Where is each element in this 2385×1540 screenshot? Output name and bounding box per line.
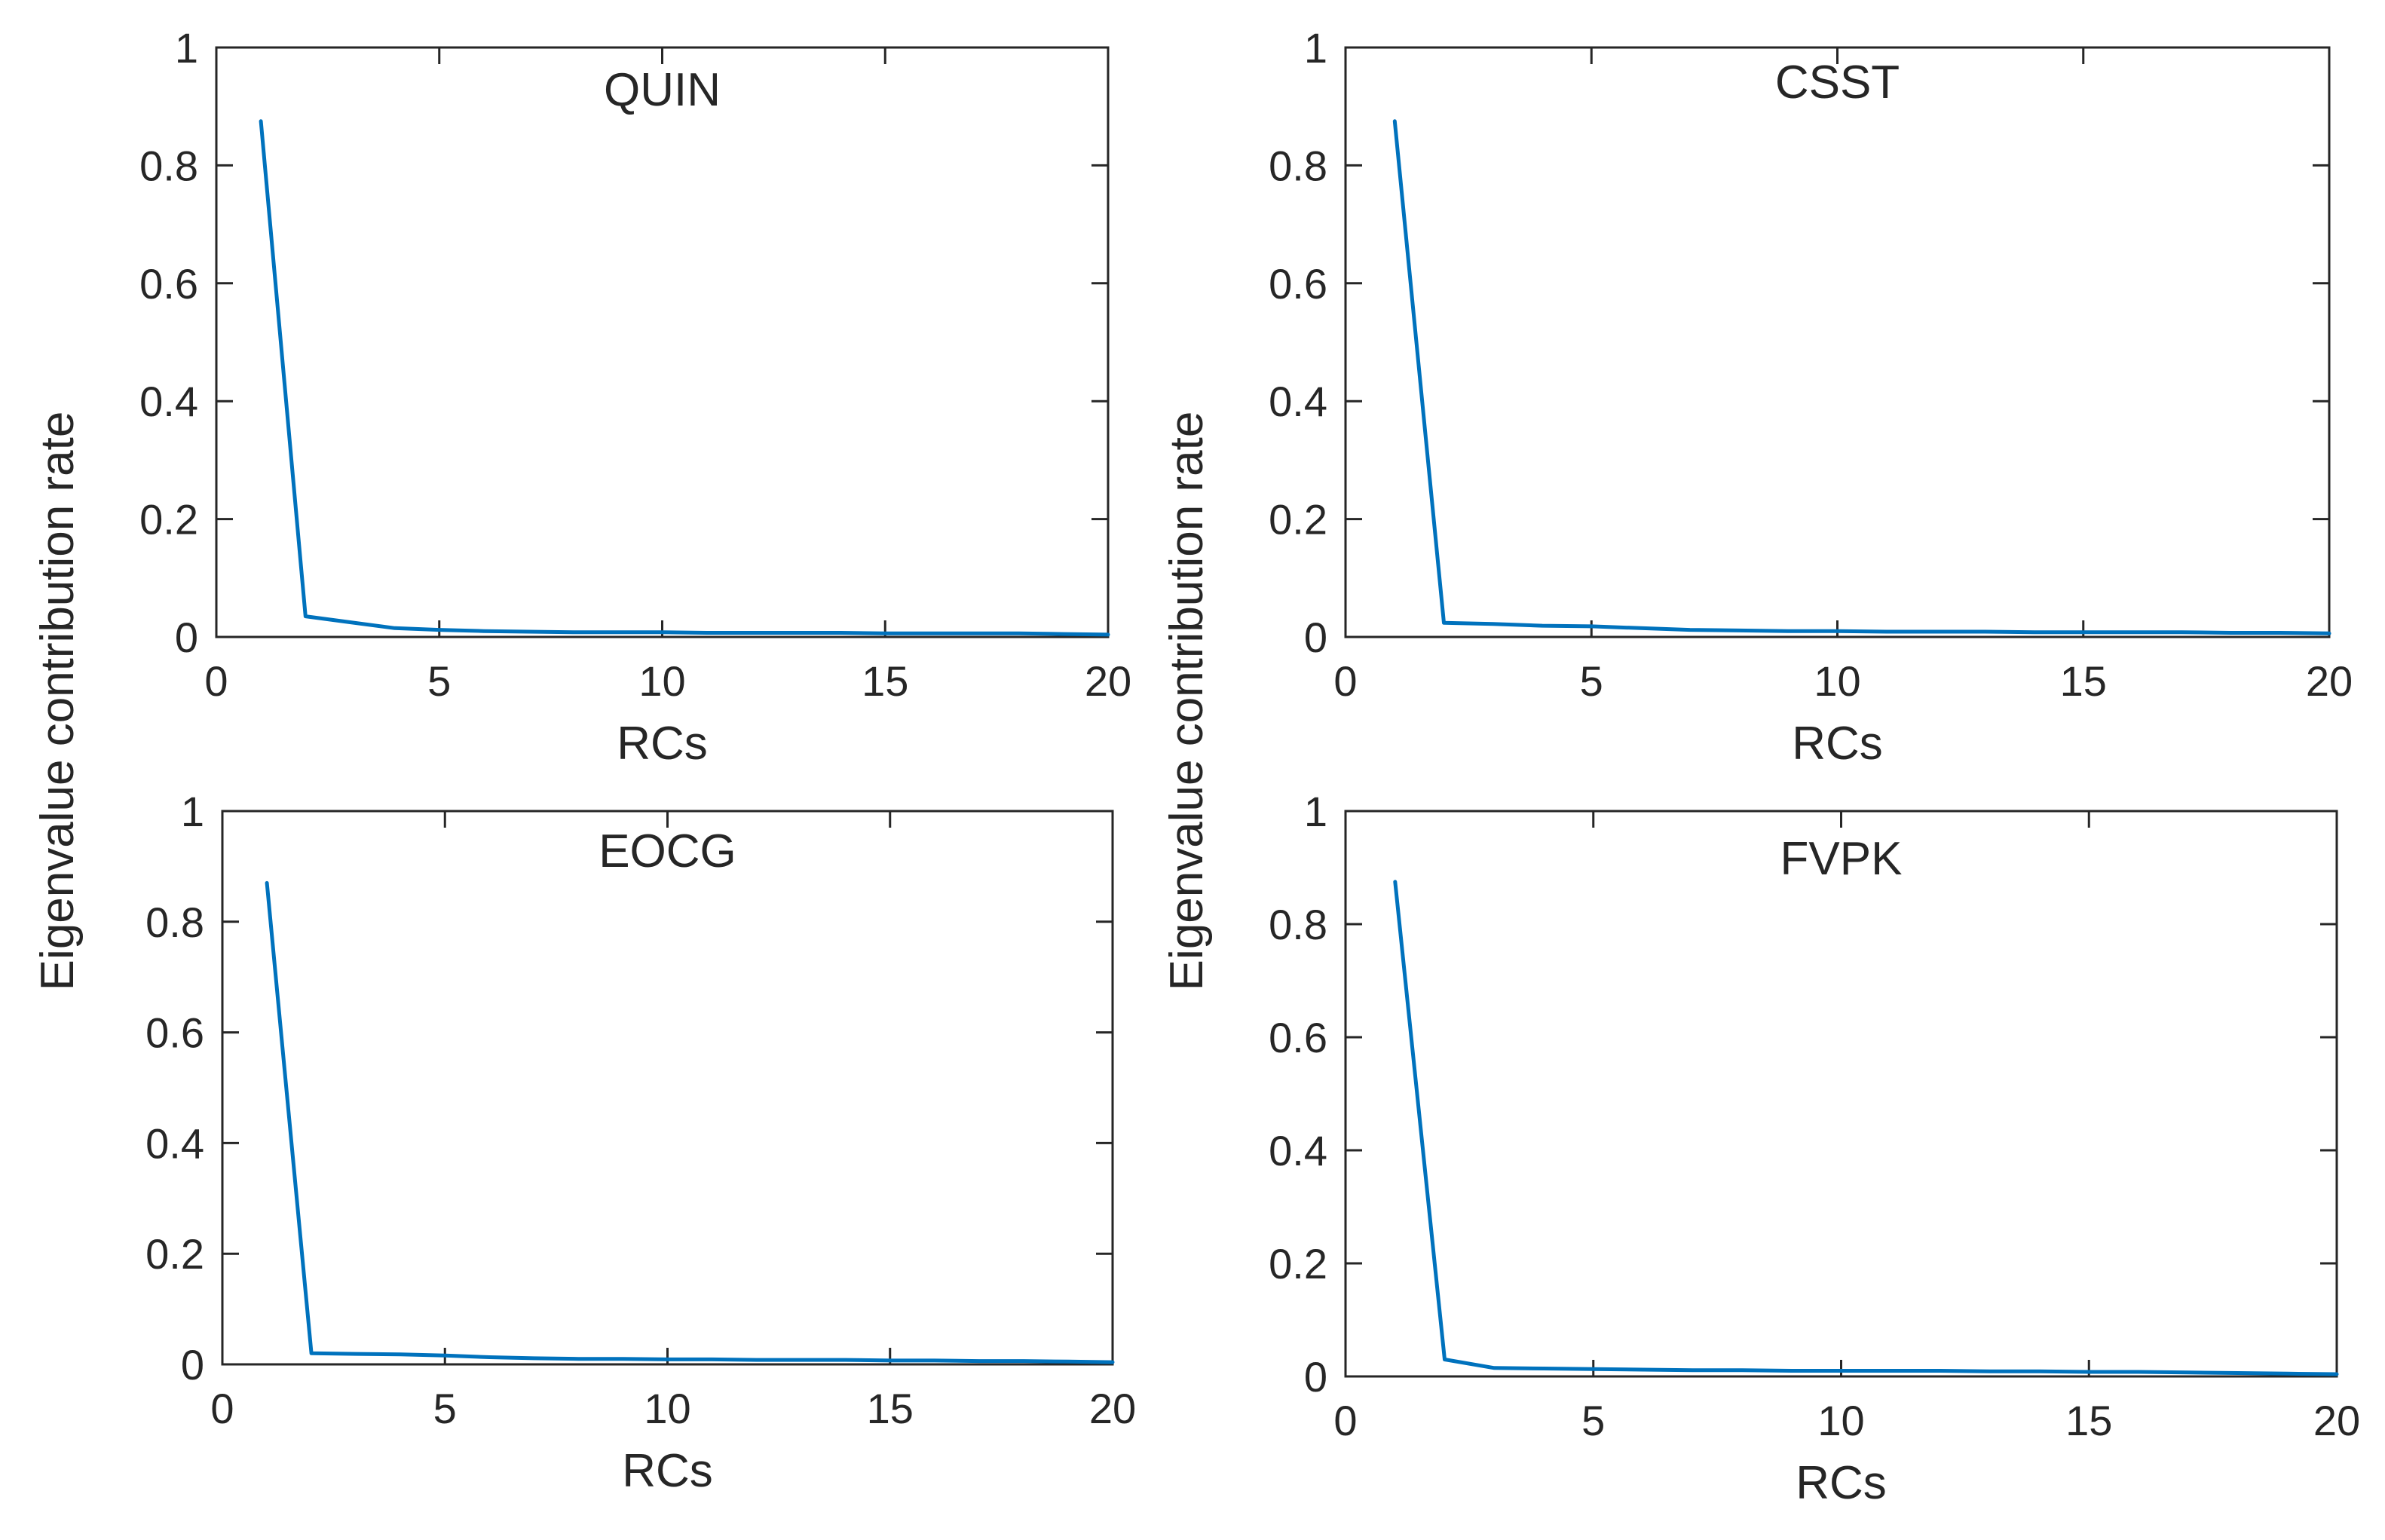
y-tick-label: 0.8 bbox=[1269, 901, 1327, 948]
x-tick-label: 0 bbox=[1333, 657, 1357, 705]
y-tick-label: 0.6 bbox=[139, 260, 198, 308]
x-axis-label: RCs bbox=[1796, 1457, 1887, 1509]
y-axis-label: Eigenvalue contribution rate bbox=[1161, 412, 1213, 991]
series-line-csst bbox=[1392, 119, 2331, 635]
x-tick-label: 10 bbox=[1814, 657, 1860, 705]
y-tick-label: 0.4 bbox=[139, 378, 198, 425]
x-tick-label: 20 bbox=[1085, 657, 1131, 705]
series-line-fvpk bbox=[1393, 880, 2339, 1376]
y-tick-label: 0.2 bbox=[1269, 496, 1327, 543]
y-tick-label: 1 bbox=[181, 788, 204, 835]
x-axis-label: RCs bbox=[617, 718, 708, 770]
y-tick-label: 0.4 bbox=[145, 1119, 204, 1167]
panel-title: CSST bbox=[1775, 57, 1900, 109]
y-tick-label: 0 bbox=[175, 614, 198, 661]
y-tick-label: 0.8 bbox=[1269, 142, 1327, 189]
x-axis-label: RCs bbox=[622, 1445, 713, 1497]
x-tick-label: 20 bbox=[2306, 657, 2353, 705]
y-tick-label: 1 bbox=[1304, 788, 1327, 835]
y-tick-label: 0.8 bbox=[139, 142, 198, 189]
y-tick-label: 0.2 bbox=[145, 1230, 204, 1278]
x-tick-label: 10 bbox=[1817, 1397, 1864, 1444]
x-tick-label: 10 bbox=[638, 657, 685, 705]
x-tick-label: 15 bbox=[862, 657, 908, 705]
x-axis-label: RCs bbox=[1792, 718, 1883, 770]
x-tick-label: 5 bbox=[427, 657, 451, 705]
y-tick-label: 0.6 bbox=[1269, 260, 1327, 308]
panel-title: EOCG bbox=[599, 825, 736, 877]
series-line-quin bbox=[259, 119, 1110, 637]
panel-quin: 0 5 10 15 20 0 0.2 0.4 0.6 0.8 1 QUIN RCs Eigenvalue … bbox=[32, 24, 1131, 990]
y-tick-label: 0.2 bbox=[139, 496, 198, 543]
y-tick-label: 0.6 bbox=[145, 1009, 204, 1057]
panels: 0 5 10 15 2000.20.40.60.81QUINRCsEigenvalue … bbox=[32, 24, 2360, 1509]
x-tick-label: 15 bbox=[2060, 657, 2107, 705]
x-tick-label: 5 bbox=[433, 1385, 457, 1432]
y-tick-label: 0.6 bbox=[1269, 1014, 1327, 1061]
x-tick-label: 0 bbox=[204, 657, 228, 705]
x-tick-label: 0 bbox=[210, 1385, 234, 1432]
y-axis-label: Eigenvalue contribution rate bbox=[32, 412, 84, 991]
y-tick-label: 0 bbox=[1304, 614, 1327, 661]
y-tick-label: 0.8 bbox=[145, 899, 204, 946]
y-tick-label: 0 bbox=[181, 1341, 204, 1388]
x-tick-label: 15 bbox=[2065, 1397, 2112, 1444]
panel-title: QUIN bbox=[604, 64, 721, 116]
y-tick-label: 0.4 bbox=[1269, 378, 1327, 425]
y-tick-label: 0.2 bbox=[1269, 1240, 1327, 1287]
x-tick-label: 5 bbox=[1581, 1397, 1605, 1444]
x-tick-label: 20 bbox=[2313, 1397, 2360, 1444]
x-tick-label: 0 bbox=[1333, 1397, 1357, 1444]
y-tick-label: 0 bbox=[1304, 1353, 1327, 1401]
x-tick-label: 10 bbox=[644, 1385, 690, 1432]
panel-title: FVPK bbox=[1780, 833, 1903, 885]
panel-csst: 0 5 10 15 20 0 0.2 0.4 0.6 0.8 1 CSST RCs Eigenvalue … bbox=[1161, 24, 2353, 990]
series-line-eocg bbox=[265, 880, 1115, 1364]
x-tick-label: 5 bbox=[1580, 657, 1603, 705]
y-tick-label: 1 bbox=[1304, 24, 1327, 72]
x-tick-label: 20 bbox=[1089, 1385, 1136, 1432]
panel-fvpk: 0 5 10 15 20 0 0.2 0.4 0.6 0.8 1 FVPK RCs bbox=[1269, 788, 2360, 1509]
panel-eocg: 0 5 10 15 20 0 0.2 0.4 0.6 0.8 1 EOCG RCs bbox=[145, 788, 1136, 1497]
y-tick-label: 1 bbox=[175, 24, 198, 72]
y-tick-label: 0.4 bbox=[1269, 1127, 1327, 1174]
x-tick-label: 15 bbox=[867, 1385, 914, 1432]
